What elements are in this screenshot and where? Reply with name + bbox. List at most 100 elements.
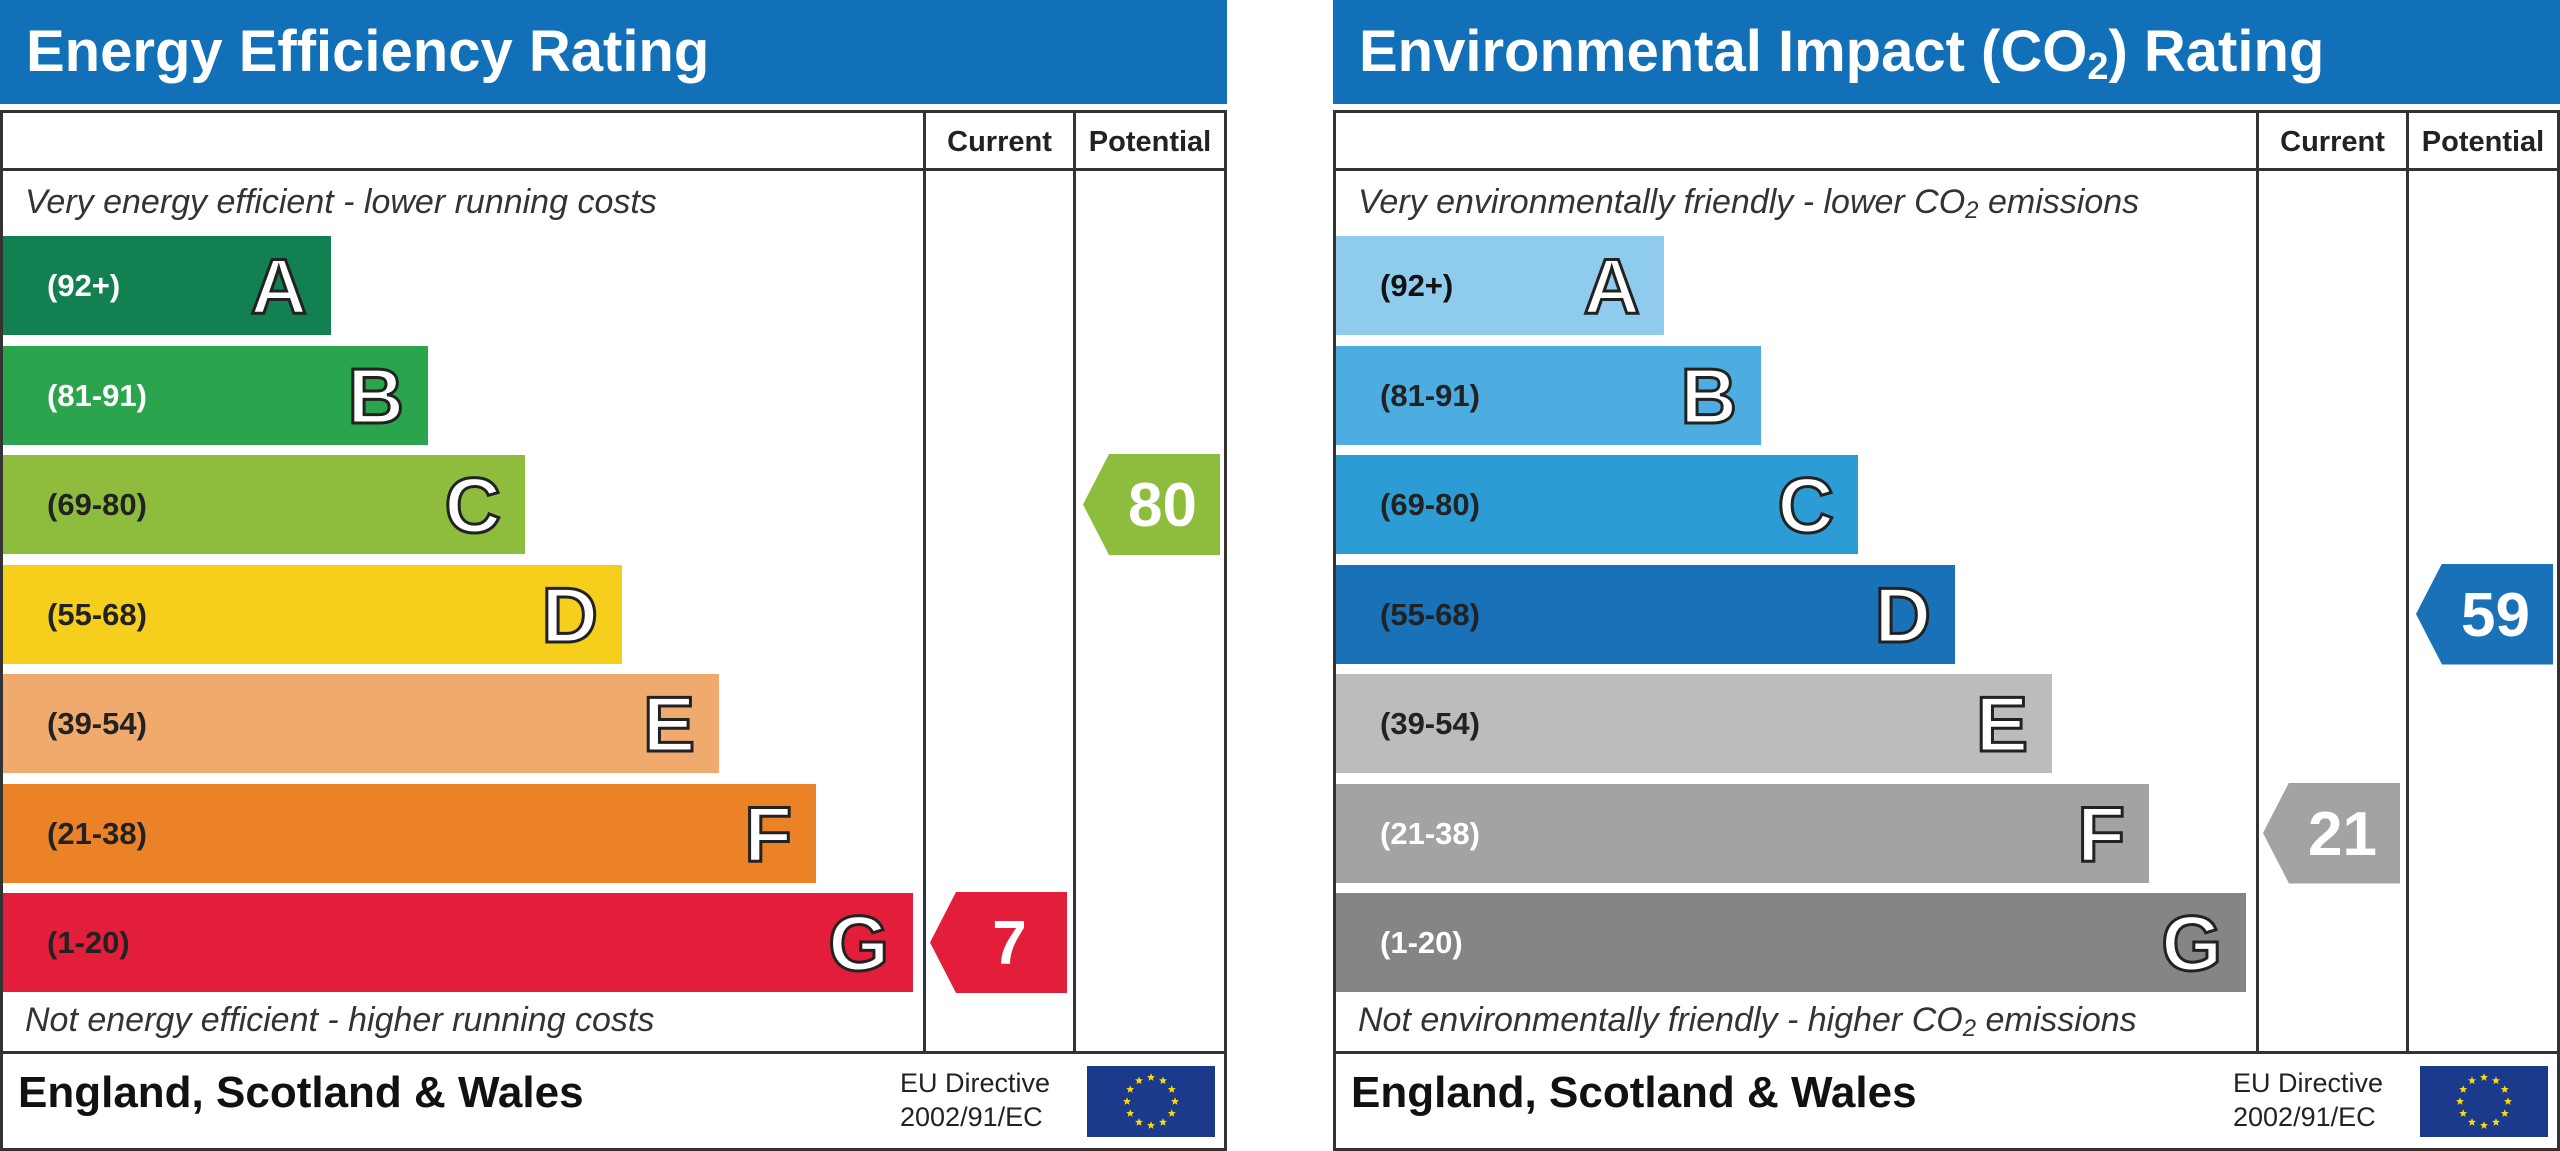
band-range-label: (92+): [1380, 268, 1454, 303]
band-e: (39-54) E: [3, 674, 719, 773]
band-g: (1-20) G: [3, 893, 913, 992]
band-e: (39-54) E: [1336, 674, 2052, 773]
energy-efficiency-chart: Energy Efficiency Rating Current Potenti…: [0, 0, 1227, 1151]
band-letter: D: [1873, 569, 1932, 660]
band-letter: F: [2076, 788, 2127, 879]
band-range-label: (21-38): [1380, 815, 1480, 851]
eu-directive-number: 2002/91/EC: [2233, 1102, 2376, 1132]
band-letter: B: [346, 350, 405, 441]
divider: [1333, 168, 2560, 171]
band-b: (81-91) B: [1336, 345, 1761, 445]
eu-star-icon: [1159, 1076, 1167, 1085]
divider: [1073, 110, 1076, 1054]
eu-star-icon: [1123, 1097, 1131, 1105]
current-rating-arrow: 21: [2263, 782, 2400, 884]
band-f: (21-38) F: [1336, 783, 2149, 883]
band-range-label: (21-38): [47, 815, 147, 851]
band-letter: C: [1776, 460, 1835, 551]
band-g: (1-20) G: [1336, 893, 2246, 992]
potential-rating-arrow: 80: [1083, 454, 1220, 555]
band-range-label: (55-68): [1380, 596, 1480, 632]
potential-rating-arrow: 59: [2416, 563, 2553, 665]
band-letter: B: [1679, 350, 1738, 441]
band-letter: C: [443, 460, 502, 551]
band-letter: G: [2160, 898, 2224, 989]
region-label: England, Scotland & Wales: [1351, 1068, 1917, 1117]
eu-flag-icon: [1087, 1066, 1215, 1137]
band-c: (69-80) C: [1336, 455, 1858, 554]
potential-column-header: Potential: [2421, 126, 2545, 158]
band-range-label: (1-20): [47, 925, 130, 960]
eu-star-icon: [2492, 1076, 2500, 1085]
eu-directive-line: EU Directive: [2233, 1068, 2384, 1098]
divider: [2256, 110, 2259, 1054]
current-rating-value: 21: [2308, 799, 2377, 869]
eu-directive-text: EU Directive 2002/91/EC: [900, 1066, 1050, 1134]
band-letter: E: [1974, 679, 2029, 770]
eu-star-icon: [2480, 1073, 2488, 1081]
band-range-label: (69-80): [1380, 487, 1480, 522]
eu-star-icon: [1167, 1085, 1176, 1093]
band-letter: F: [743, 788, 794, 879]
eu-star-icon: [2504, 1097, 2512, 1105]
band-letter: D: [540, 569, 599, 660]
eu-star-icon: [2500, 1085, 2509, 1093]
current-column-header: Current: [2280, 126, 2385, 158]
eu-star-icon: [1135, 1076, 1143, 1085]
energy-chart-title: Energy Efficiency Rating: [0, 0, 1227, 104]
band-range-label: (55-68): [47, 596, 147, 632]
band-a: (92+) A: [1336, 236, 1664, 335]
top-caption: Very energy efficient - lower running co…: [25, 183, 657, 221]
potential-rating-value: 59: [2461, 580, 2530, 650]
eu-directive-text: EU Directive 2002/91/EC: [2233, 1066, 2383, 1134]
top-caption: Very environmentally friendly - lower CO…: [1358, 183, 2140, 224]
band-letter: A: [1582, 241, 1641, 332]
divider: [923, 110, 926, 1054]
potential-rating-value: 80: [1128, 471, 1197, 540]
band-range-label: (69-80): [47, 487, 147, 522]
eu-star-icon: [1147, 1073, 1155, 1081]
band-letter: G: [827, 898, 891, 989]
current-rating-arrow: 7: [930, 892, 1067, 993]
current-column-header: Current: [947, 126, 1052, 158]
eu-star-icon: [2480, 1121, 2488, 1129]
eu-directive-number: 2002/91/EC: [900, 1102, 1043, 1132]
potential-column-header: Potential: [1088, 126, 1212, 158]
eu-flag-icon: [2420, 1066, 2548, 1137]
eu-star-icon: [2492, 1118, 2500, 1126]
eu-star-icon: [1167, 1109, 1176, 1117]
band-letter: E: [641, 679, 696, 770]
eu-star-icon: [2468, 1118, 2476, 1126]
eu-star-icon: [1171, 1097, 1179, 1105]
divider: [1333, 1051, 2560, 1054]
current-rating-value: 7: [992, 909, 1027, 978]
band-range-label: (1-20): [1380, 925, 1463, 960]
band-c: (69-80) C: [3, 455, 525, 554]
eu-star-icon: [2456, 1097, 2464, 1105]
eu-star-icon: [2468, 1076, 2476, 1085]
eu-star-icon: [1159, 1118, 1167, 1126]
bottom-caption: Not environmentally friendly - higher CO…: [1358, 1001, 2137, 1042]
eu-star-icon: [1126, 1109, 1135, 1117]
band-f: (21-38) F: [3, 783, 816, 883]
band-a: (92+) A: [3, 236, 331, 335]
eu-star-icon: [1126, 1085, 1135, 1093]
band-letter: A: [249, 241, 308, 332]
band-d: (55-68) D: [3, 564, 622, 664]
eu-directive-line: EU Directive: [900, 1068, 1051, 1098]
band-range-label: (39-54): [1380, 706, 1480, 741]
environmental-chart-title: Environmental Impact (CO2) Rating: [1333, 0, 2560, 104]
divider: [2406, 110, 2409, 1054]
eu-star-icon: [2459, 1109, 2468, 1117]
environmental-impact-chart: Environmental Impact (CO2) Rating Curren…: [1333, 0, 2560, 1151]
region-label: England, Scotland & Wales: [18, 1068, 584, 1117]
eu-star-icon: [1147, 1121, 1155, 1129]
band-range-label: (39-54): [47, 706, 147, 741]
band-range-label: (81-91): [47, 377, 147, 413]
divider: [0, 168, 1227, 171]
bottom-caption: Not energy efficient - higher running co…: [25, 1001, 655, 1039]
divider: [0, 1051, 1227, 1054]
band-d: (55-68) D: [1336, 564, 1955, 664]
eu-star-icon: [2500, 1109, 2509, 1117]
eu-star-icon: [1135, 1118, 1143, 1126]
